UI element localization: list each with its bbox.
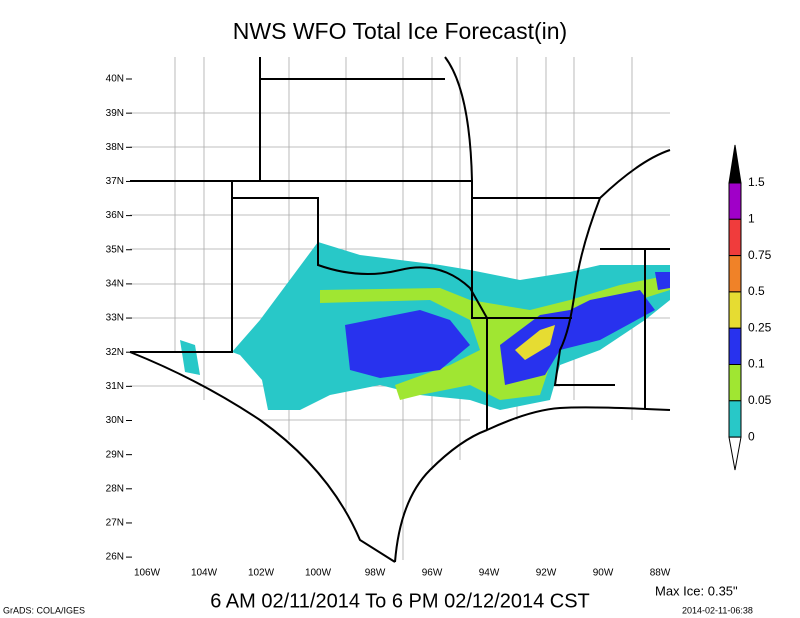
colorbar-label: 0: [748, 429, 755, 443]
colorbar-label: 0.75: [748, 248, 772, 262]
state-borders: [129, 56, 671, 563]
lat-label: 31N: [106, 381, 124, 392]
colorbar-label: 1: [748, 211, 755, 225]
lat-label: 34N: [106, 279, 124, 290]
ice-zone-0.25: [345, 310, 470, 378]
lon-label: 90W: [593, 568, 614, 579]
lat-label: 30N: [106, 415, 124, 426]
colorbar-label: 1.5: [748, 175, 765, 189]
valid-period: 6 AM 02/11/2014 To 6 PM 02/12/2014 CST: [210, 590, 590, 612]
colorbar-box: [728, 327, 742, 366]
lon-label: 94W: [479, 568, 500, 579]
lon-label: 104W: [191, 568, 218, 579]
colorbar-box: [728, 255, 742, 293]
lat-label: 28N: [106, 483, 124, 494]
colorbar-box: [728, 182, 742, 220]
map: [129, 56, 671, 563]
colorbar-cap: [728, 436, 742, 471]
lat-label: 26N: [106, 552, 124, 563]
border-lines: [394, 56, 671, 563]
lon-label: 96W: [422, 568, 443, 579]
lat-label: 32N: [106, 347, 124, 358]
lat-label: 39N: [106, 108, 124, 119]
ice-zone-0.25: [655, 272, 670, 290]
lat-label: 40N: [106, 74, 124, 85]
lat-axis: 40N 39N 38N 37N 36N 35N 34N 33N 32N 31N 30N 29N 28N 2…: [106, 74, 132, 563]
title: NWS WFO Total Ice Forecast(in): [233, 18, 567, 44]
max-ice: Max Ice: 0.35": [655, 583, 738, 598]
colorbar-box: [728, 291, 742, 329]
lat-label: 37N: [106, 176, 124, 187]
lon-axis: 106W 104W 102W 100W 98W 96W 94W 92W 90W 88W: [134, 568, 671, 579]
lon-label: 88W: [650, 568, 671, 579]
colorbar-box: [728, 400, 742, 438]
credit: GrADS: COLA/IGES: [3, 605, 85, 615]
lon-label: 106W: [134, 568, 161, 579]
lon-label: 92W: [536, 568, 557, 579]
lat-label: 33N: [106, 313, 124, 324]
colorbar-label: 0.1: [748, 357, 765, 371]
timestamp: 2014-02-11-06:38: [682, 605, 753, 615]
colorbar-box: [728, 218, 742, 257]
lat-label: 29N: [106, 449, 124, 460]
lat-label: 35N: [106, 244, 124, 255]
colorbar-label: 0.5: [748, 284, 765, 298]
lon-label: 98W: [365, 568, 386, 579]
lat-label: 38N: [106, 142, 124, 153]
lat-label: 27N: [106, 518, 124, 529]
colorbar-box: [728, 364, 742, 402]
ice-zone-0.25: [500, 290, 655, 385]
ice-zone-0.05: [180, 340, 200, 375]
ice-areas: [180, 242, 670, 410]
colorbar-label: 0.25: [748, 320, 772, 334]
lon-label: 102W: [248, 568, 275, 579]
colorbar-cap: [728, 144, 742, 184]
colorbar: 1.5 1 0.75 0.5 0.25 0.1 0.05 0: [728, 144, 772, 471]
colorbar-label: 0.05: [748, 393, 772, 407]
lat-label: 36N: [106, 210, 124, 221]
lon-label: 100W: [305, 568, 332, 579]
border-lines: [129, 57, 488, 563]
ice-zone-0.5: [515, 325, 555, 360]
